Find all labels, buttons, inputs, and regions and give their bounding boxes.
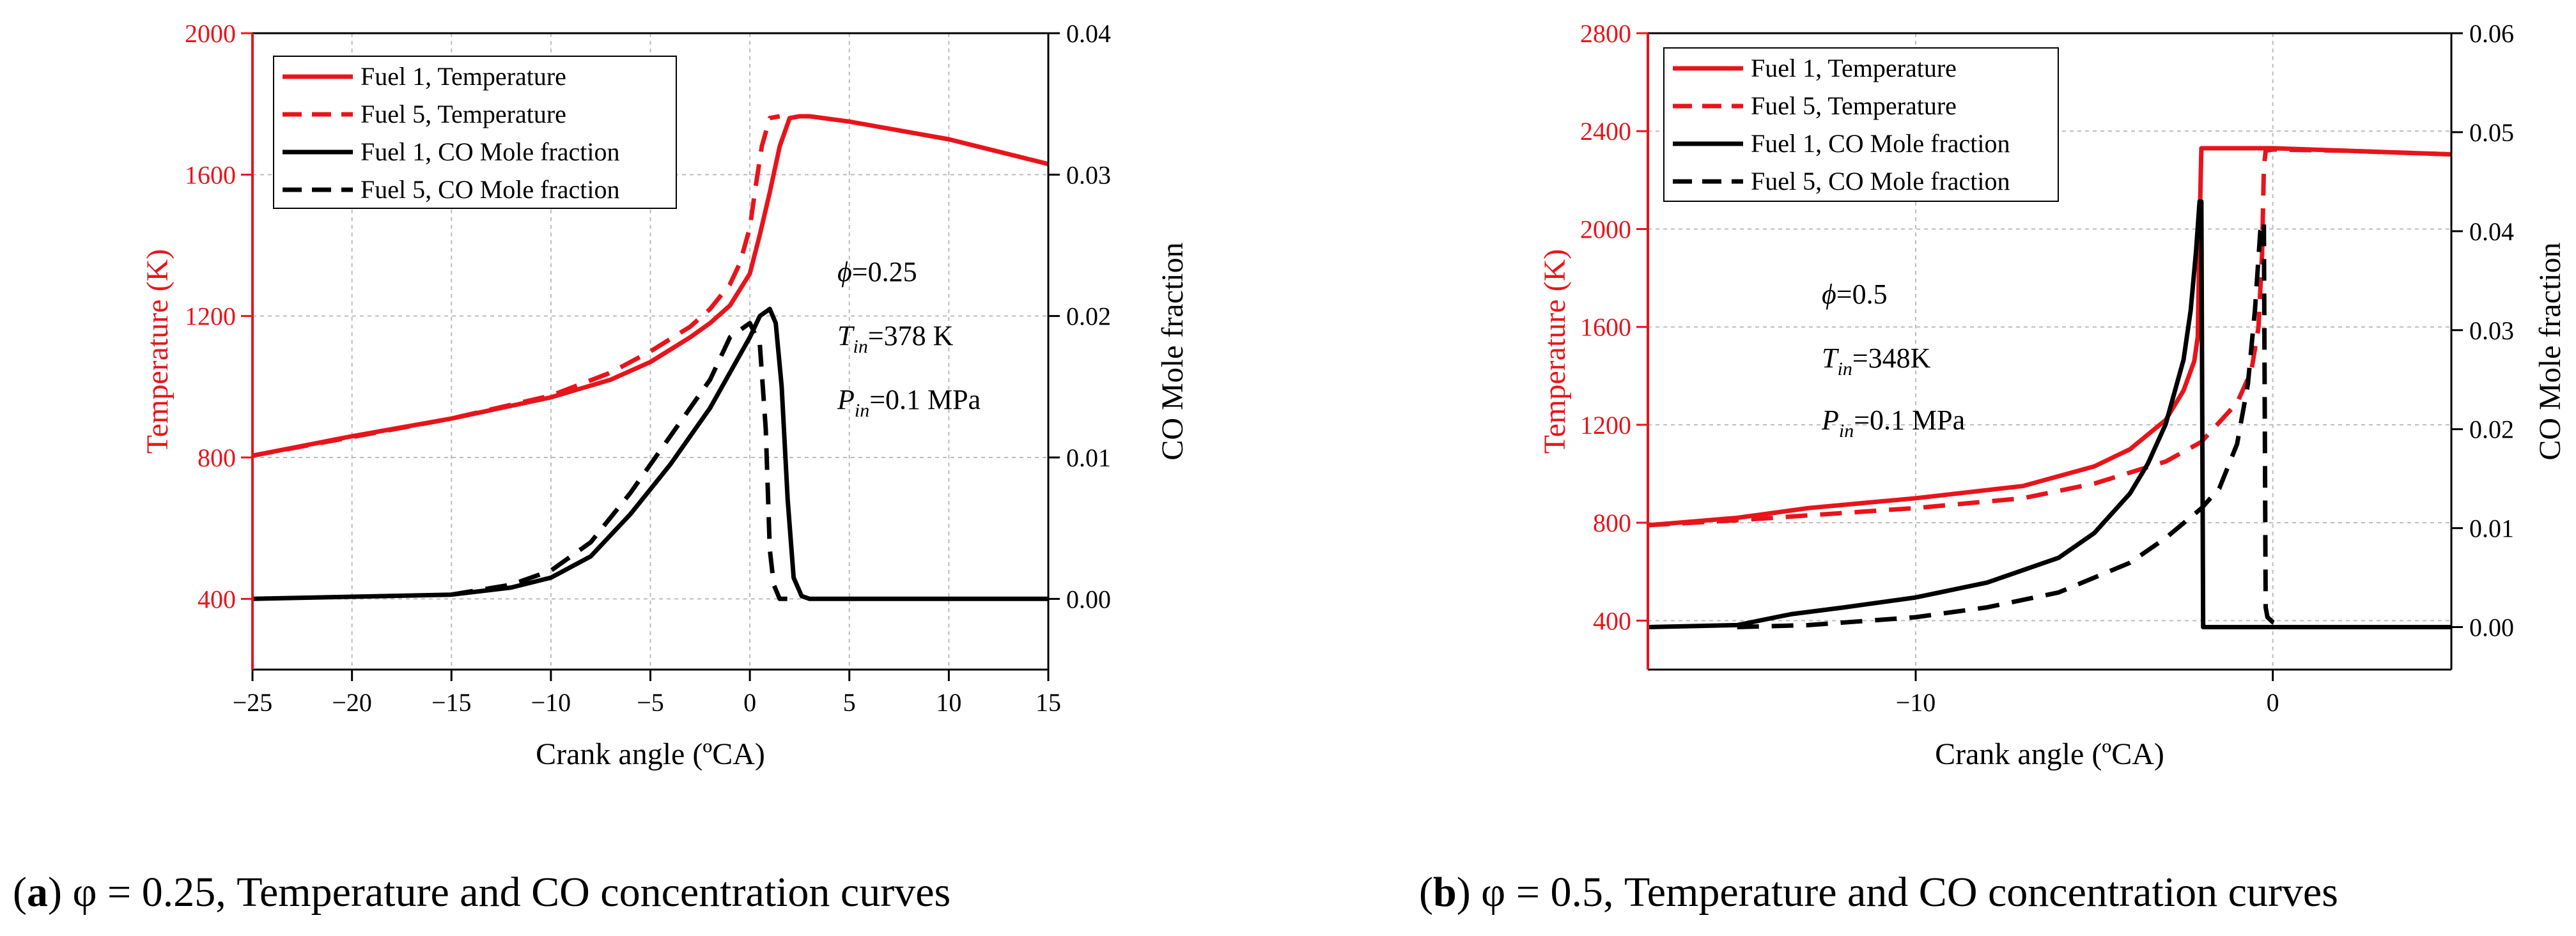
y-left-tick-label: 2800 <box>1580 19 1631 48</box>
x-tick-label: −10 <box>531 688 571 717</box>
figure-caption: (a) φ = 0.25, Temperature and CO concent… <box>13 869 950 916</box>
x-tick-label: 0 <box>743 688 756 717</box>
x-tick-label: 15 <box>1036 688 1061 717</box>
y-right-tick-label: 0.05 <box>2469 118 2514 147</box>
y-left-tick-label: 2000 <box>1580 215 1631 243</box>
legend-label: Fuel 5, Temperature <box>1751 91 1957 120</box>
annotation-phi: ϕ=0.5 <box>1822 279 1888 310</box>
x-tick-label: −5 <box>637 688 664 717</box>
annotation-tin: Tin=348K <box>1822 342 1931 380</box>
x-tick-label: 0 <box>2267 688 2279 717</box>
annotation-pin: Pin=0.1 MPa <box>837 384 981 421</box>
series-line-2 <box>1648 147 2451 528</box>
series-group <box>252 114 1048 601</box>
series-group <box>1648 146 2451 629</box>
series-line-3 <box>252 307 1048 601</box>
y-right-tick-label: 0.02 <box>2469 415 2514 444</box>
y-left-tick-label: 1600 <box>185 160 236 189</box>
legend-label: Fuel 5, CO Mole fraction <box>1751 167 2010 196</box>
y-left-tick-label: 400 <box>1593 606 1631 635</box>
legend-label: Fuel 5, CO Mole fraction <box>361 175 620 204</box>
series-line-1 <box>1648 146 2451 528</box>
legend: Fuel 1, Temperature Fuel 5, Temperature Fu… <box>1663 47 2059 202</box>
figure-caption: (b) φ = 0.5, Temperature and CO concentr… <box>1419 869 2338 916</box>
x-tick-label: −20 <box>332 688 372 717</box>
x-tick-label: −15 <box>431 688 472 717</box>
y-right-axis-label: CO Mole fraction <box>1156 242 1190 460</box>
y-right-tick-label: 0.04 <box>2469 217 2514 246</box>
y-left-tick-label: 2400 <box>1580 117 1631 146</box>
y-left-axis-label: Temperature (K) <box>141 249 175 454</box>
chart-panel-a: −25 −20 −15 −10 −5 0 5 10 15 400 800 1200 1600 2000 0.… <box>13 19 1190 916</box>
legend-label: Fuel 1, CO Mole fraction <box>361 137 620 166</box>
y-left-tick-label: 800 <box>198 443 236 472</box>
annotation: ϕ=0.25 Tin=378 K Pin=0.1 MPa <box>837 256 981 421</box>
series-line-3 <box>1648 199 2451 629</box>
x-tick-label: 5 <box>843 688 856 717</box>
legend-box <box>1663 47 2059 202</box>
legend-box <box>273 56 677 209</box>
grid <box>1648 33 2451 670</box>
y-right-tick-label: 0.04 <box>1066 19 1111 48</box>
y-right-tick-label: 0.03 <box>1066 160 1111 189</box>
x-tick-label: −10 <box>1896 688 1936 717</box>
x-axis-label: Crank angle (ºCA) <box>1935 737 2164 771</box>
y-left-tick-label: 1600 <box>1580 313 1631 342</box>
y-right-tick-label: 0.01 <box>2469 514 2514 543</box>
x-tick-label: 10 <box>936 688 961 717</box>
series-line-2 <box>252 114 780 458</box>
annotation: ϕ=0.5 Tin=348K Pin=0.1 MPa <box>1821 279 1965 441</box>
y-left-tick-label: 1200 <box>1580 411 1631 440</box>
legend-label: Fuel 1, Temperature <box>361 62 566 91</box>
annotation-tin: Tin=378 K <box>837 320 954 357</box>
legend-label: Fuel 1, CO Mole fraction <box>1751 129 2010 158</box>
x-axis-label: Crank angle (ºCA) <box>536 737 765 771</box>
x-tick-label: −25 <box>233 688 273 717</box>
y-right-axis-label: CO Mole fraction <box>2533 242 2567 460</box>
legend-label: Fuel 1, Temperature <box>1751 54 1957 82</box>
y-right-tick-label: 0.06 <box>2469 19 2514 48</box>
y-right-tick-label: 0.03 <box>2469 316 2514 345</box>
chart-panel-b: −10 0 400 800 1200 1600 2000 2400 2800 0.00 0.01 0.… <box>1419 19 2567 916</box>
series-line-4 <box>451 321 790 601</box>
series-line-1 <box>252 114 1048 458</box>
y-left-tick-label: 400 <box>198 585 236 613</box>
y-right-tick-label: 0.00 <box>1066 585 1111 613</box>
y-right-tick-label: 0.00 <box>2469 613 2514 642</box>
y-right-tick-label: 0.01 <box>1066 443 1111 472</box>
y-left-axis-label: Temperature (K) <box>1538 249 1572 454</box>
y-left-tick-label: 800 <box>1593 509 1631 537</box>
legend-label: Fuel 5, Temperature <box>361 100 566 128</box>
y-left-tick-label: 1200 <box>185 302 236 331</box>
annotation-pin: Pin=0.1 MPa <box>1821 404 1965 441</box>
y-right-tick-label: 0.02 <box>1066 302 1111 331</box>
series-line-4 <box>1737 219 2285 629</box>
y-left-tick-label: 2000 <box>185 19 236 48</box>
annotation-phi: ϕ=0.25 <box>837 256 917 288</box>
legend: Fuel 1, Temperature Fuel 5, Temperature Fu… <box>273 56 677 209</box>
